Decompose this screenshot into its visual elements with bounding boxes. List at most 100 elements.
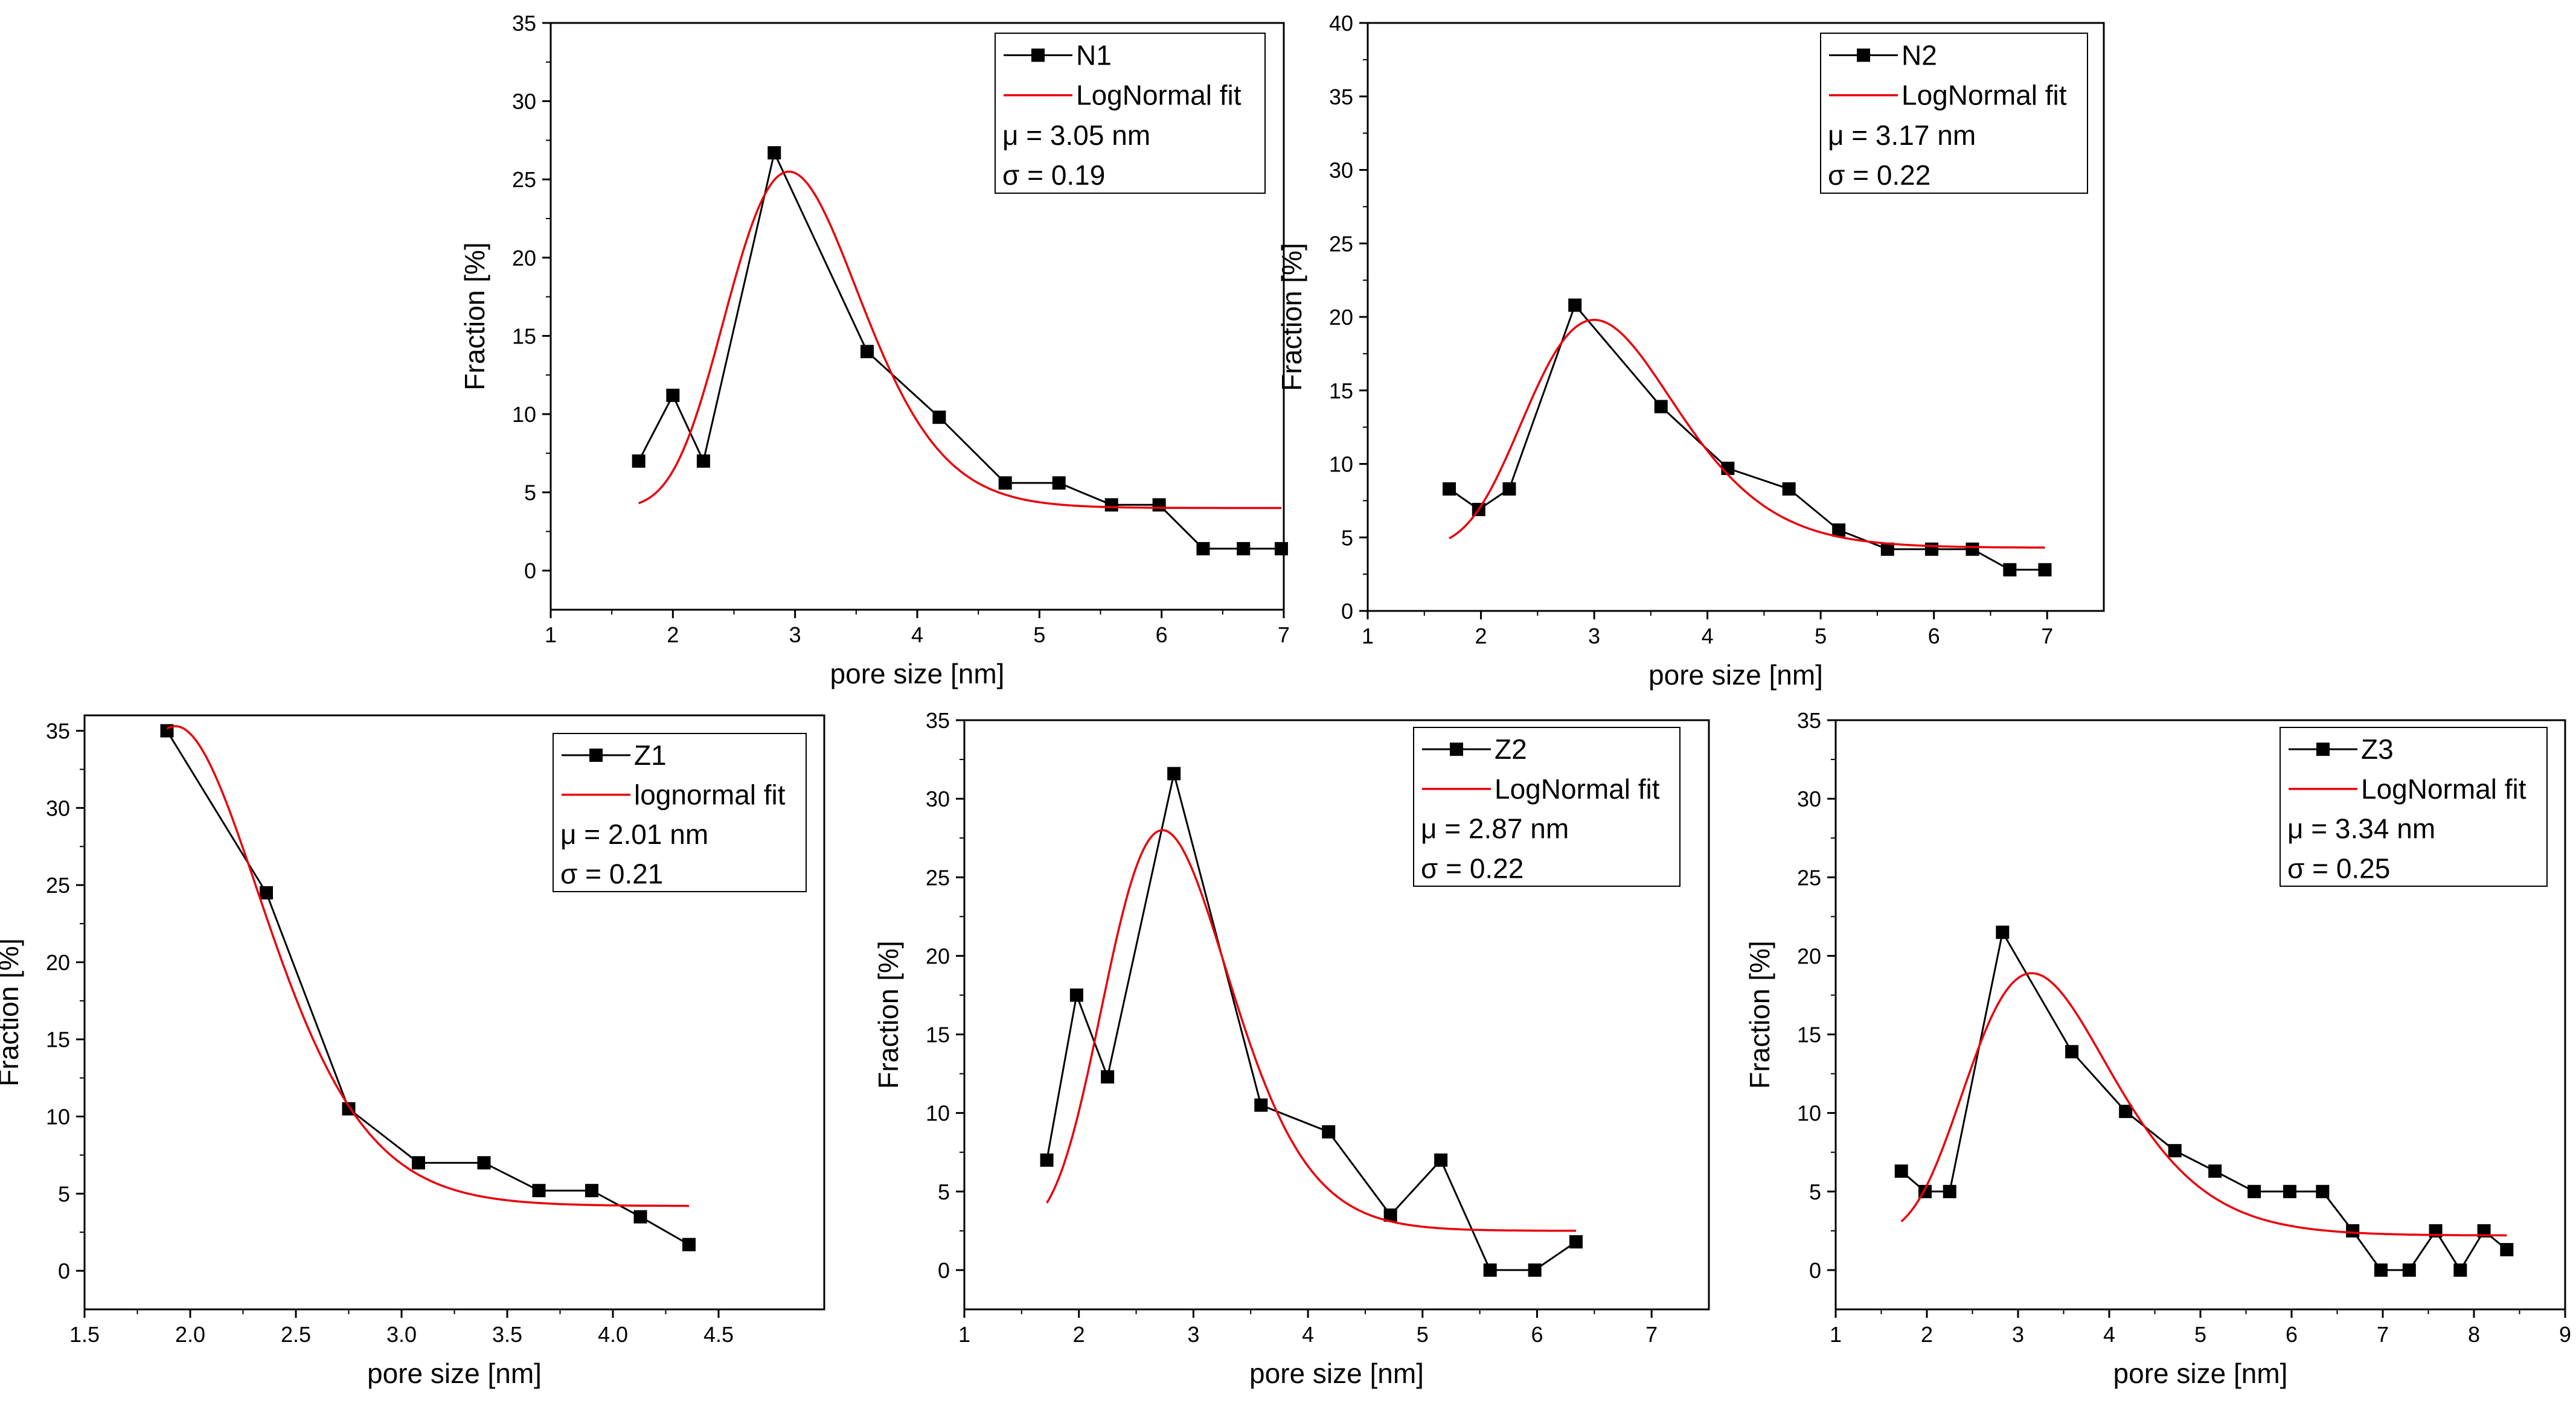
legend-mu-text: μ = 3.17 nm — [1828, 120, 1976, 151]
x-tick-label: 4 — [911, 622, 923, 647]
data-point — [696, 454, 710, 468]
data-point — [2477, 1224, 2491, 1238]
y-tick-label: 25 — [1329, 231, 1353, 256]
x-tick-label: 7 — [1278, 622, 1290, 647]
y-axis-title: Fraction [%] — [0, 938, 24, 1086]
legend-sigma-text: σ = 0.22 — [1421, 852, 1523, 884]
x-tick-label: 2 — [667, 622, 679, 647]
legend-box: N1 LogNormal fit μ = 3.05 nm σ = 0.19 — [995, 33, 1266, 194]
x-tick-label: 2 — [1073, 1322, 1085, 1347]
y-tick-label: 35 — [1797, 708, 1821, 733]
x-axis-title: pore size [nm] — [830, 658, 1005, 689]
x-axis-title: pore size [nm] — [1249, 1358, 1424, 1389]
x-tick-label: 4 — [2103, 1322, 2115, 1347]
data-point — [2374, 1263, 2388, 1277]
fit-curve — [1900, 972, 2507, 1237]
x-axis-title: pore size [nm] — [1648, 659, 1823, 691]
data-point — [2038, 563, 2052, 577]
legend-data-label: N1 — [1076, 39, 1112, 71]
y-axis-title: Fraction [%] — [459, 242, 490, 390]
data-point — [1569, 1235, 1583, 1249]
x-tick-label: 2.0 — [175, 1322, 205, 1347]
y-tick-label: 5 — [58, 1181, 70, 1206]
legend-fit-label: LogNormal fit — [1495, 773, 1660, 805]
x-tick-label: 7 — [2041, 624, 2053, 648]
legend-fit-label: LogNormal fit — [1902, 80, 2067, 111]
x-tick-label: 6 — [1928, 624, 1940, 648]
legend-data-sample-marker — [1031, 48, 1045, 62]
data-point — [2248, 1184, 2261, 1198]
data-point — [932, 411, 946, 424]
chart-z1: 1.5 2.0 2.5 3.0 3.5 4.0 4.5 0 5 10 15 20 25 30 35 pore … — [0, 714, 825, 1389]
y-tick-label: 0 — [1809, 1258, 1821, 1283]
x-axis-title: pore size [nm] — [2113, 1358, 2288, 1389]
x-tick-label: 4 — [1302, 1322, 1314, 1347]
fit-curve — [1046, 829, 1576, 1232]
data-point — [1254, 1098, 1268, 1112]
y-tick-label: 35 — [46, 719, 70, 744]
data-point — [1196, 541, 1210, 555]
y-tick-label: 30 — [512, 89, 536, 114]
y-tick-label: 15 — [512, 324, 536, 348]
y-tick-label: 25 — [1797, 865, 1821, 890]
legend-fit-label: lognormal fit — [634, 779, 786, 811]
data-point — [1152, 498, 1166, 512]
y-tick-label: 5 — [1341, 525, 1353, 550]
data-point — [1568, 298, 1582, 312]
data-point — [585, 1184, 598, 1198]
data-point — [1237, 541, 1251, 555]
data-point — [682, 1238, 696, 1251]
data-point — [2119, 1105, 2133, 1119]
data-point — [1832, 523, 1846, 537]
x-tick-label: 7 — [2377, 1322, 2389, 1347]
x-tick-label: 5 — [1417, 1322, 1429, 1347]
data-point — [860, 345, 874, 359]
data-point — [666, 388, 680, 402]
x-tick-label: 1 — [958, 1322, 970, 1347]
data-point — [1966, 542, 1979, 556]
legend-box: Z1 lognormal fit μ = 2.01 nm σ = 0.21 — [553, 733, 807, 892]
y-tick-label: 10 — [512, 402, 536, 427]
x-tick-label: 2 — [1921, 1322, 1933, 1347]
legend-data-label: Z1 — [634, 740, 667, 771]
data-point — [998, 476, 1012, 490]
legend-mu-text: μ = 3.05 nm — [1002, 120, 1150, 151]
data-point — [632, 454, 646, 468]
x-tick-label: 3.0 — [386, 1322, 417, 1347]
x-tick-label: 4.0 — [598, 1322, 628, 1347]
x-tick-label: 3 — [1588, 624, 1600, 648]
legend-box: Z3 LogNormal fit μ = 3.34 nm σ = 0.25 — [2280, 727, 2548, 887]
legend-box: Z2 LogNormal fit μ = 2.87 nm σ = 0.22 — [1413, 727, 1680, 887]
fit-curve — [166, 725, 689, 1207]
y-tick-label: 0 — [938, 1258, 950, 1283]
series-line-N2 — [1449, 303, 2045, 571]
data-point — [2208, 1164, 2222, 1178]
y-axis-title: Fraction [%] — [873, 941, 904, 1088]
x-tick-label: 3 — [2012, 1322, 2024, 1347]
x-tick-label: 3 — [1187, 1322, 1199, 1347]
data-point — [1880, 542, 1894, 556]
fit-curve — [638, 170, 1281, 510]
x-tick-label: 5 — [1815, 624, 1827, 648]
legend-fit-label: LogNormal fit — [2361, 773, 2526, 805]
chart-z3: 1 2 3 4 5 6 7 8 9 0 5 10 15 20 25 30 35 pore size [nm] Fra… — [1744, 708, 2571, 1389]
legend-mu-text: μ = 2.01 nm — [560, 819, 708, 850]
y-tick-label: 25 — [512, 167, 536, 192]
data-point — [633, 1210, 647, 1224]
legend-data-label: Z2 — [1495, 733, 1527, 765]
data-point — [1274, 541, 1288, 555]
x-tick-label: 1 — [1362, 624, 1374, 648]
data-point — [1943, 1184, 1956, 1198]
data-point — [2453, 1263, 2467, 1277]
y-tick-label: 20 — [926, 944, 950, 968]
x-tick-label: 7 — [1645, 1322, 1658, 1347]
y-tick-label: 20 — [1329, 305, 1353, 330]
legend-sigma-text: σ = 0.22 — [1828, 159, 1930, 191]
y-axis-title: Fraction [%] — [1744, 941, 1775, 1088]
chart-n2: 1 2 3 4 5 6 7 0 5 10 15 20 25 30 35 40 pore size [nm] Fra… — [1276, 11, 2105, 691]
data-point — [767, 146, 781, 160]
x-tick-label: 3 — [789, 622, 801, 647]
x-axis-title: pore size [nm] — [367, 1358, 542, 1389]
